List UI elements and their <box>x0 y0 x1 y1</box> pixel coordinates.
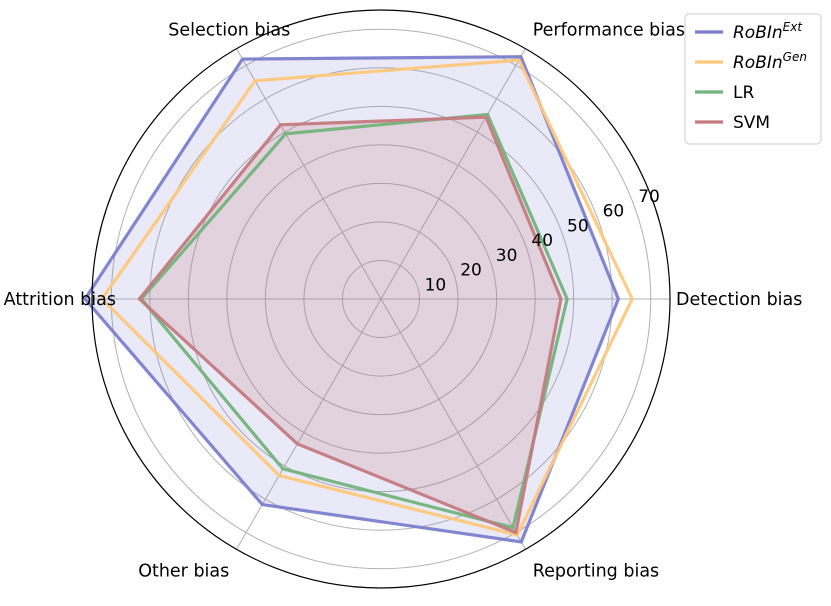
radial-tick-label: 30 <box>496 246 518 266</box>
legend-label-1: RoBInGen <box>733 50 807 73</box>
grid-spoke <box>380 48 526 300</box>
axis-label-reporting-bias: Reporting bias <box>533 561 659 581</box>
axis-label-attrition-bias: Attrition bias <box>4 290 116 310</box>
legend: RoBInExt RoBInGen LR SVM <box>684 13 822 145</box>
radial-tick-label: 10 <box>425 275 447 295</box>
grid-spoke <box>236 48 382 300</box>
series-line-1 <box>99 58 635 537</box>
legend-label-3: SVM <box>733 113 770 133</box>
axis-label-selection-bias: Selection bias <box>168 21 290 41</box>
legend-frame <box>684 13 822 145</box>
grid <box>92 28 670 570</box>
radial-tick-label: 50 <box>567 216 589 236</box>
series-fills <box>85 56 619 542</box>
radial-tick-label: 70 <box>638 187 660 207</box>
legend-label-0: RoBInExt <box>733 20 803 43</box>
axis-label-detection-bias: Detection bias <box>676 290 802 310</box>
legend-label-2: LR <box>733 83 754 103</box>
series-line-3 <box>137 115 563 535</box>
radial-tick-label: 20 <box>460 261 482 281</box>
radial-tick-labels: 10 20 30 40 50 60 70 <box>425 187 660 295</box>
series-line-0 <box>83 55 621 544</box>
axis-labels: Detection bias Performance bias Selection … <box>4 21 803 582</box>
series-lines <box>83 55 635 544</box>
outer-frame <box>91 9 671 589</box>
radial-tick-label: 60 <box>603 202 625 222</box>
grid-spoke <box>380 298 526 550</box>
series-fill-3 <box>139 117 561 533</box>
series-fill-0 <box>85 56 619 542</box>
axis-label-other-bias: Other bias <box>138 561 229 581</box>
radial-tick-label: 40 <box>531 231 553 251</box>
grid-spoke <box>236 298 382 550</box>
axis-label-performance-bias: Performance bias <box>533 21 685 41</box>
